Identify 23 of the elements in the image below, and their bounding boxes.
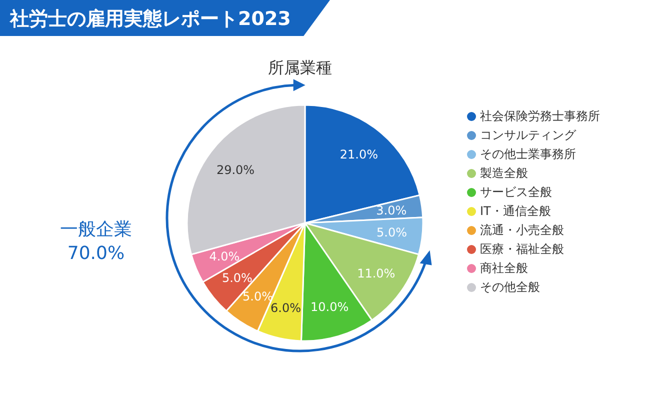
chart-subtitle: 所属業種 xyxy=(267,58,333,79)
legend-label: 製造全般 xyxy=(480,166,528,180)
data-label: 10.0% xyxy=(310,300,349,314)
data-label: 3.0% xyxy=(376,204,407,218)
legend-label: その他士業事務所 xyxy=(480,146,576,160)
data-label: 5.0% xyxy=(222,271,252,286)
legend-label: 医療・福祉全般 xyxy=(480,242,564,256)
text: 一般企業 70.0% xyxy=(60,218,132,266)
data-label: 11.0% xyxy=(357,266,396,281)
chart-title: 社労士の雇用実態レポート2023 xyxy=(10,7,291,32)
data-label: 21.0% xyxy=(340,147,378,162)
data-label: 5.0% xyxy=(242,289,274,304)
legend-label: コンサルティング xyxy=(480,128,576,142)
legend-label: 流通・小売全般 xyxy=(480,222,564,236)
legend-label: サービス全般 xyxy=(480,184,552,198)
data-label: 29.0% xyxy=(216,163,255,178)
data-label: 4.0% xyxy=(209,250,240,264)
legend-label: IT・通信全般 xyxy=(480,204,551,218)
data-label: 6.0% xyxy=(270,301,302,316)
data-label: 5.0% xyxy=(376,226,408,240)
legend-label: 社会保険労務士事務所 xyxy=(480,108,600,122)
legend-label: その他全般 xyxy=(480,280,540,294)
legend-label: 商社全般 xyxy=(480,260,528,274)
